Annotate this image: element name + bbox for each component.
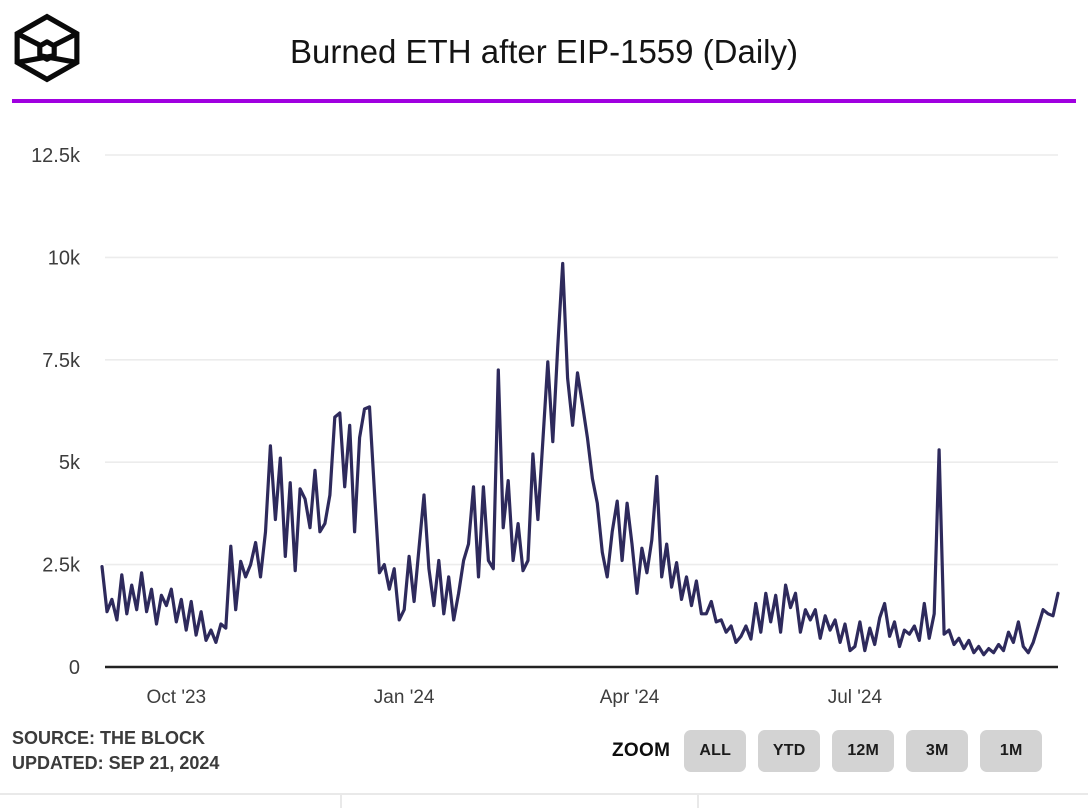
zoom-button-ytd[interactable]: YTD <box>758 729 821 772</box>
the-block-logo <box>14 13 80 83</box>
brand-divider <box>12 99 1076 103</box>
table-peek-cell <box>699 795 1088 808</box>
y-tick-label: 12.5k <box>31 145 81 167</box>
page-title: Burned ETH after EIP-1559 (Daily) <box>289 33 799 70</box>
zoom-label: ZOOM <box>612 739 671 761</box>
table-peek-cell <box>342 795 699 808</box>
y-tick-label: 0 <box>69 657 80 679</box>
zoom-button-12m[interactable]: 12M <box>832 729 895 772</box>
table-peek <box>0 793 1088 808</box>
y-tick-label: 7.5k <box>42 350 81 372</box>
x-tick-label: Jul '24 <box>828 687 883 708</box>
x-tick-label: Oct '23 <box>146 687 206 708</box>
zoom-button-all[interactable]: ALL <box>684 729 747 772</box>
zoom-controls: ZOOM ALL YTD 12M 3M 1M <box>612 729 1078 772</box>
table-peek-cell <box>0 795 342 808</box>
updated-line: UPDATED: SEP 21, 2024 <box>12 753 220 773</box>
x-tick-label: Jan '24 <box>374 687 435 708</box>
zoom-button-3m[interactable]: 3M <box>906 729 969 772</box>
source-block: SOURCE: THE BLOCK UPDATED: SEP 21, 2024 <box>12 726 219 776</box>
zoom-button-1m[interactable]: 1M <box>980 729 1043 772</box>
x-tick-label: Apr '24 <box>600 687 660 708</box>
y-tick-label: 5k <box>59 452 81 474</box>
source-line: SOURCE: THE BLOCK <box>12 728 205 748</box>
y-tick-label: 10k <box>48 247 81 269</box>
y-tick-label: 2.5k <box>42 555 81 577</box>
burned-eth-series <box>100 261 1060 657</box>
